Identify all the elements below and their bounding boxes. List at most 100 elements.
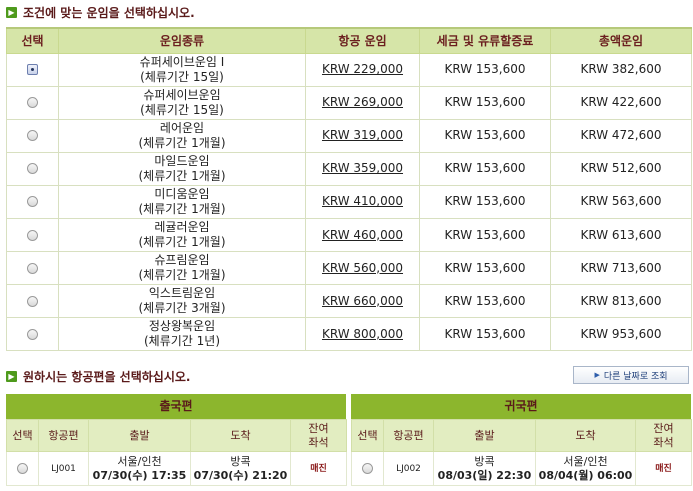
fare-radio[interactable] bbox=[27, 64, 38, 76]
triangle-right-icon: ▶ bbox=[594, 371, 600, 379]
fare-stay-period: (체류기간 1년) bbox=[143, 334, 220, 349]
fare-type-name: 레어운임 bbox=[159, 120, 205, 135]
fare-type-name: 슈퍼세이브운임 bbox=[143, 87, 221, 102]
inbound-flight-radio[interactable] bbox=[362, 463, 373, 474]
fare-airfare-link[interactable]: KRW 269,000 bbox=[305, 85, 420, 120]
outbound-panel-title: 출국편 bbox=[6, 394, 346, 419]
outbound-col-seats: 잔여 좌석 bbox=[290, 419, 347, 452]
fare-select-cell bbox=[6, 317, 59, 352]
fare-radio[interactable] bbox=[27, 97, 38, 109]
fare-tax: KRW 153,600 bbox=[419, 118, 551, 153]
fare-tax: KRW 153,600 bbox=[419, 217, 551, 253]
fare-stay-period: (체류기간 1개월) bbox=[138, 201, 226, 216]
fare-airfare-link[interactable]: KRW 410,000 bbox=[305, 184, 420, 219]
fare-airfare-link[interactable]: KRW 319,000 bbox=[305, 118, 420, 153]
col-header-tax: 세금 및 유류할증료 bbox=[419, 27, 551, 54]
inbound-col-departure: 출발 bbox=[433, 419, 536, 452]
fare-tax: KRW 153,600 bbox=[419, 284, 551, 319]
fare-tax: KRW 153,600 bbox=[419, 85, 551, 120]
fare-row: 슈프림운임 (체류기간 1개월) KRW 560,000 KRW 153,600 KRW… bbox=[6, 251, 692, 286]
inbound-flight-code: LJ002 bbox=[383, 451, 434, 486]
inbound-panel: 귀국편 선택 항공편 출발 도착 잔여 좌석 LJ002 방콕 08/03(일)… bbox=[351, 394, 692, 486]
fare-type-cell: 슈프림운임 (체류기간 1개월) bbox=[58, 251, 306, 286]
fare-select-cell bbox=[6, 184, 59, 219]
fare-radio[interactable] bbox=[27, 229, 38, 241]
fare-type-cell: 슈퍼세이브운임 (체류기간 15일) bbox=[58, 85, 306, 120]
flight-section-title: ▶ 원하시는 항공편을 선택하십시오. bbox=[6, 367, 190, 385]
outbound-table: 선택 항공편 출발 도착 잔여 좌석 LJ001 서울/인천 07/30(수) … bbox=[6, 419, 347, 486]
fare-stay-period: (체류기간 1개월) bbox=[138, 168, 226, 183]
outbound-flight-code: LJ001 bbox=[38, 451, 89, 486]
col-header-total: 총액운임 bbox=[550, 27, 692, 54]
fare-total: KRW 813,600 bbox=[550, 284, 692, 319]
fare-total: KRW 713,600 bbox=[550, 251, 692, 286]
fare-radio[interactable] bbox=[27, 328, 38, 340]
fare-type-name: 슈프림운임 bbox=[154, 253, 210, 268]
fare-type-cell: 미디움운임 (체류기간 1개월) bbox=[58, 184, 306, 219]
fare-total: KRW 613,600 bbox=[550, 217, 692, 253]
fare-select-cell bbox=[6, 151, 59, 186]
fare-total: KRW 382,600 bbox=[550, 52, 692, 87]
outbound-flight-radio[interactable] bbox=[17, 463, 28, 474]
inbound-dep-city: 방콕 bbox=[474, 454, 495, 468]
col-header-airfare: 항공 운임 bbox=[305, 27, 420, 54]
fare-row: 레귤러운임 (체류기간 1개월) KRW 460,000 KRW 153,600 KRW… bbox=[6, 217, 692, 253]
outbound-seats-status: 매진 bbox=[290, 451, 347, 486]
fare-radio[interactable] bbox=[27, 295, 38, 307]
fare-type-cell: 익스트림운임 (체류기간 3개월) bbox=[58, 284, 306, 319]
other-date-button[interactable]: ▶ 다른 날짜로 조회 bbox=[573, 366, 689, 384]
fare-row: 정상왕복운임 (체류기간 1년) KRW 800,000 KRW 153,600 KRW… bbox=[6, 317, 692, 352]
fare-total: KRW 512,600 bbox=[550, 151, 692, 186]
fare-type-cell: 레귤러운임 (체류기간 1개월) bbox=[58, 217, 306, 253]
flight-section-title-text: 원하시는 항공편을 선택하십시오. bbox=[23, 369, 191, 384]
fare-total: KRW 563,600 bbox=[550, 184, 692, 219]
fare-tax: KRW 153,600 bbox=[419, 251, 551, 286]
fare-type-name: 마일드운임 bbox=[154, 153, 210, 168]
outbound-flight-row: LJ001 서울/인천 07/30(수) 17:35 방콕 07/30(수) 2… bbox=[6, 451, 347, 486]
fare-select-cell bbox=[6, 52, 59, 87]
fare-stay-period: (체류기간 3개월) bbox=[138, 301, 226, 316]
fare-stay-period: (체류기간 1개월) bbox=[138, 268, 226, 283]
fare-select-cell bbox=[6, 118, 59, 153]
fare-row: 슈퍼세이브운임 I (체류기간 15일) KRW 229,000 KRW 153,60… bbox=[6, 52, 692, 87]
fare-airfare-link[interactable]: KRW 460,000 bbox=[305, 217, 420, 253]
fare-select-cell bbox=[6, 85, 59, 120]
fare-tax: KRW 153,600 bbox=[419, 184, 551, 219]
inbound-arr-city: 서울/인천 bbox=[563, 454, 608, 468]
fare-row: 익스트림운임 (체류기간 3개월) KRW 660,000 KRW 153,600 KR… bbox=[6, 284, 692, 319]
fare-tax: KRW 153,600 bbox=[419, 317, 551, 352]
fare-airfare-link[interactable]: KRW 229,000 bbox=[305, 52, 420, 87]
fare-select-cell bbox=[6, 284, 59, 319]
fare-airfare-link[interactable]: KRW 560,000 bbox=[305, 251, 420, 286]
fare-total: KRW 953,600 bbox=[550, 317, 692, 352]
fare-tax: KRW 153,600 bbox=[419, 151, 551, 186]
fare-radio[interactable] bbox=[27, 130, 38, 142]
outbound-panel: 출국편 선택 항공편 출발 도착 잔여 좌석 LJ001 서울/인천 07/30… bbox=[6, 394, 347, 486]
fare-stay-period: (체류기간 1개월) bbox=[138, 135, 226, 150]
fare-airfare-link[interactable]: KRW 359,000 bbox=[305, 151, 420, 186]
fare-row: 미디움운임 (체류기간 1개월) KRW 410,000 KRW 153,600 KRW… bbox=[6, 184, 692, 219]
outbound-dep-city: 서울/인천 bbox=[117, 454, 162, 468]
outbound-col-flight: 항공편 bbox=[38, 419, 89, 452]
fare-row: 레어운임 (체류기간 1개월) KRW 319,000 KRW 153,600 KRW … bbox=[6, 118, 692, 153]
fare-type-cell: 정상왕복운임 (체류기간 1년) bbox=[58, 317, 306, 352]
col-header-fare-type: 운임종류 bbox=[58, 27, 306, 54]
fare-stay-period: (체류기간 15일) bbox=[140, 102, 224, 117]
inbound-flight-row: LJ002 방콕 08/03(일) 22:30 서울/인천 08/04(월) 0… bbox=[351, 451, 692, 486]
fare-radio[interactable] bbox=[27, 196, 38, 208]
fare-type-cell: 마일드운임 (체류기간 1개월) bbox=[58, 151, 306, 186]
outbound-select-cell bbox=[6, 451, 39, 486]
fare-radio[interactable] bbox=[27, 262, 38, 274]
fare-airfare-link[interactable]: KRW 660,000 bbox=[305, 284, 420, 319]
inbound-arrival-cell: 서울/인천 08/04(월) 06:00 bbox=[535, 451, 636, 486]
arrow-right-icon: ▶ bbox=[6, 370, 17, 382]
fare-total: KRW 472,600 bbox=[550, 118, 692, 153]
fare-section-title-text: 조건에 맞는 운임을 선택하십시오. bbox=[23, 5, 195, 20]
fare-total: KRW 422,600 bbox=[550, 85, 692, 120]
fare-type-name: 정상왕복운임 bbox=[148, 319, 216, 334]
inbound-col-flight: 항공편 bbox=[383, 419, 434, 452]
fare-radio[interactable] bbox=[27, 163, 38, 175]
fare-airfare-link[interactable]: KRW 800,000 bbox=[305, 317, 420, 352]
inbound-dep-time: 08/03(일) 22:30 bbox=[437, 468, 532, 482]
fare-stay-period: (체류기간 15일) bbox=[140, 69, 224, 84]
